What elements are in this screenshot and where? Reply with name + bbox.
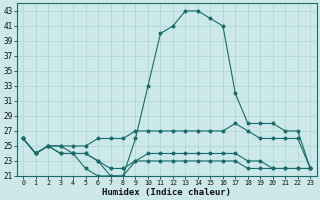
- X-axis label: Humidex (Indice chaleur): Humidex (Indice chaleur): [102, 188, 231, 197]
